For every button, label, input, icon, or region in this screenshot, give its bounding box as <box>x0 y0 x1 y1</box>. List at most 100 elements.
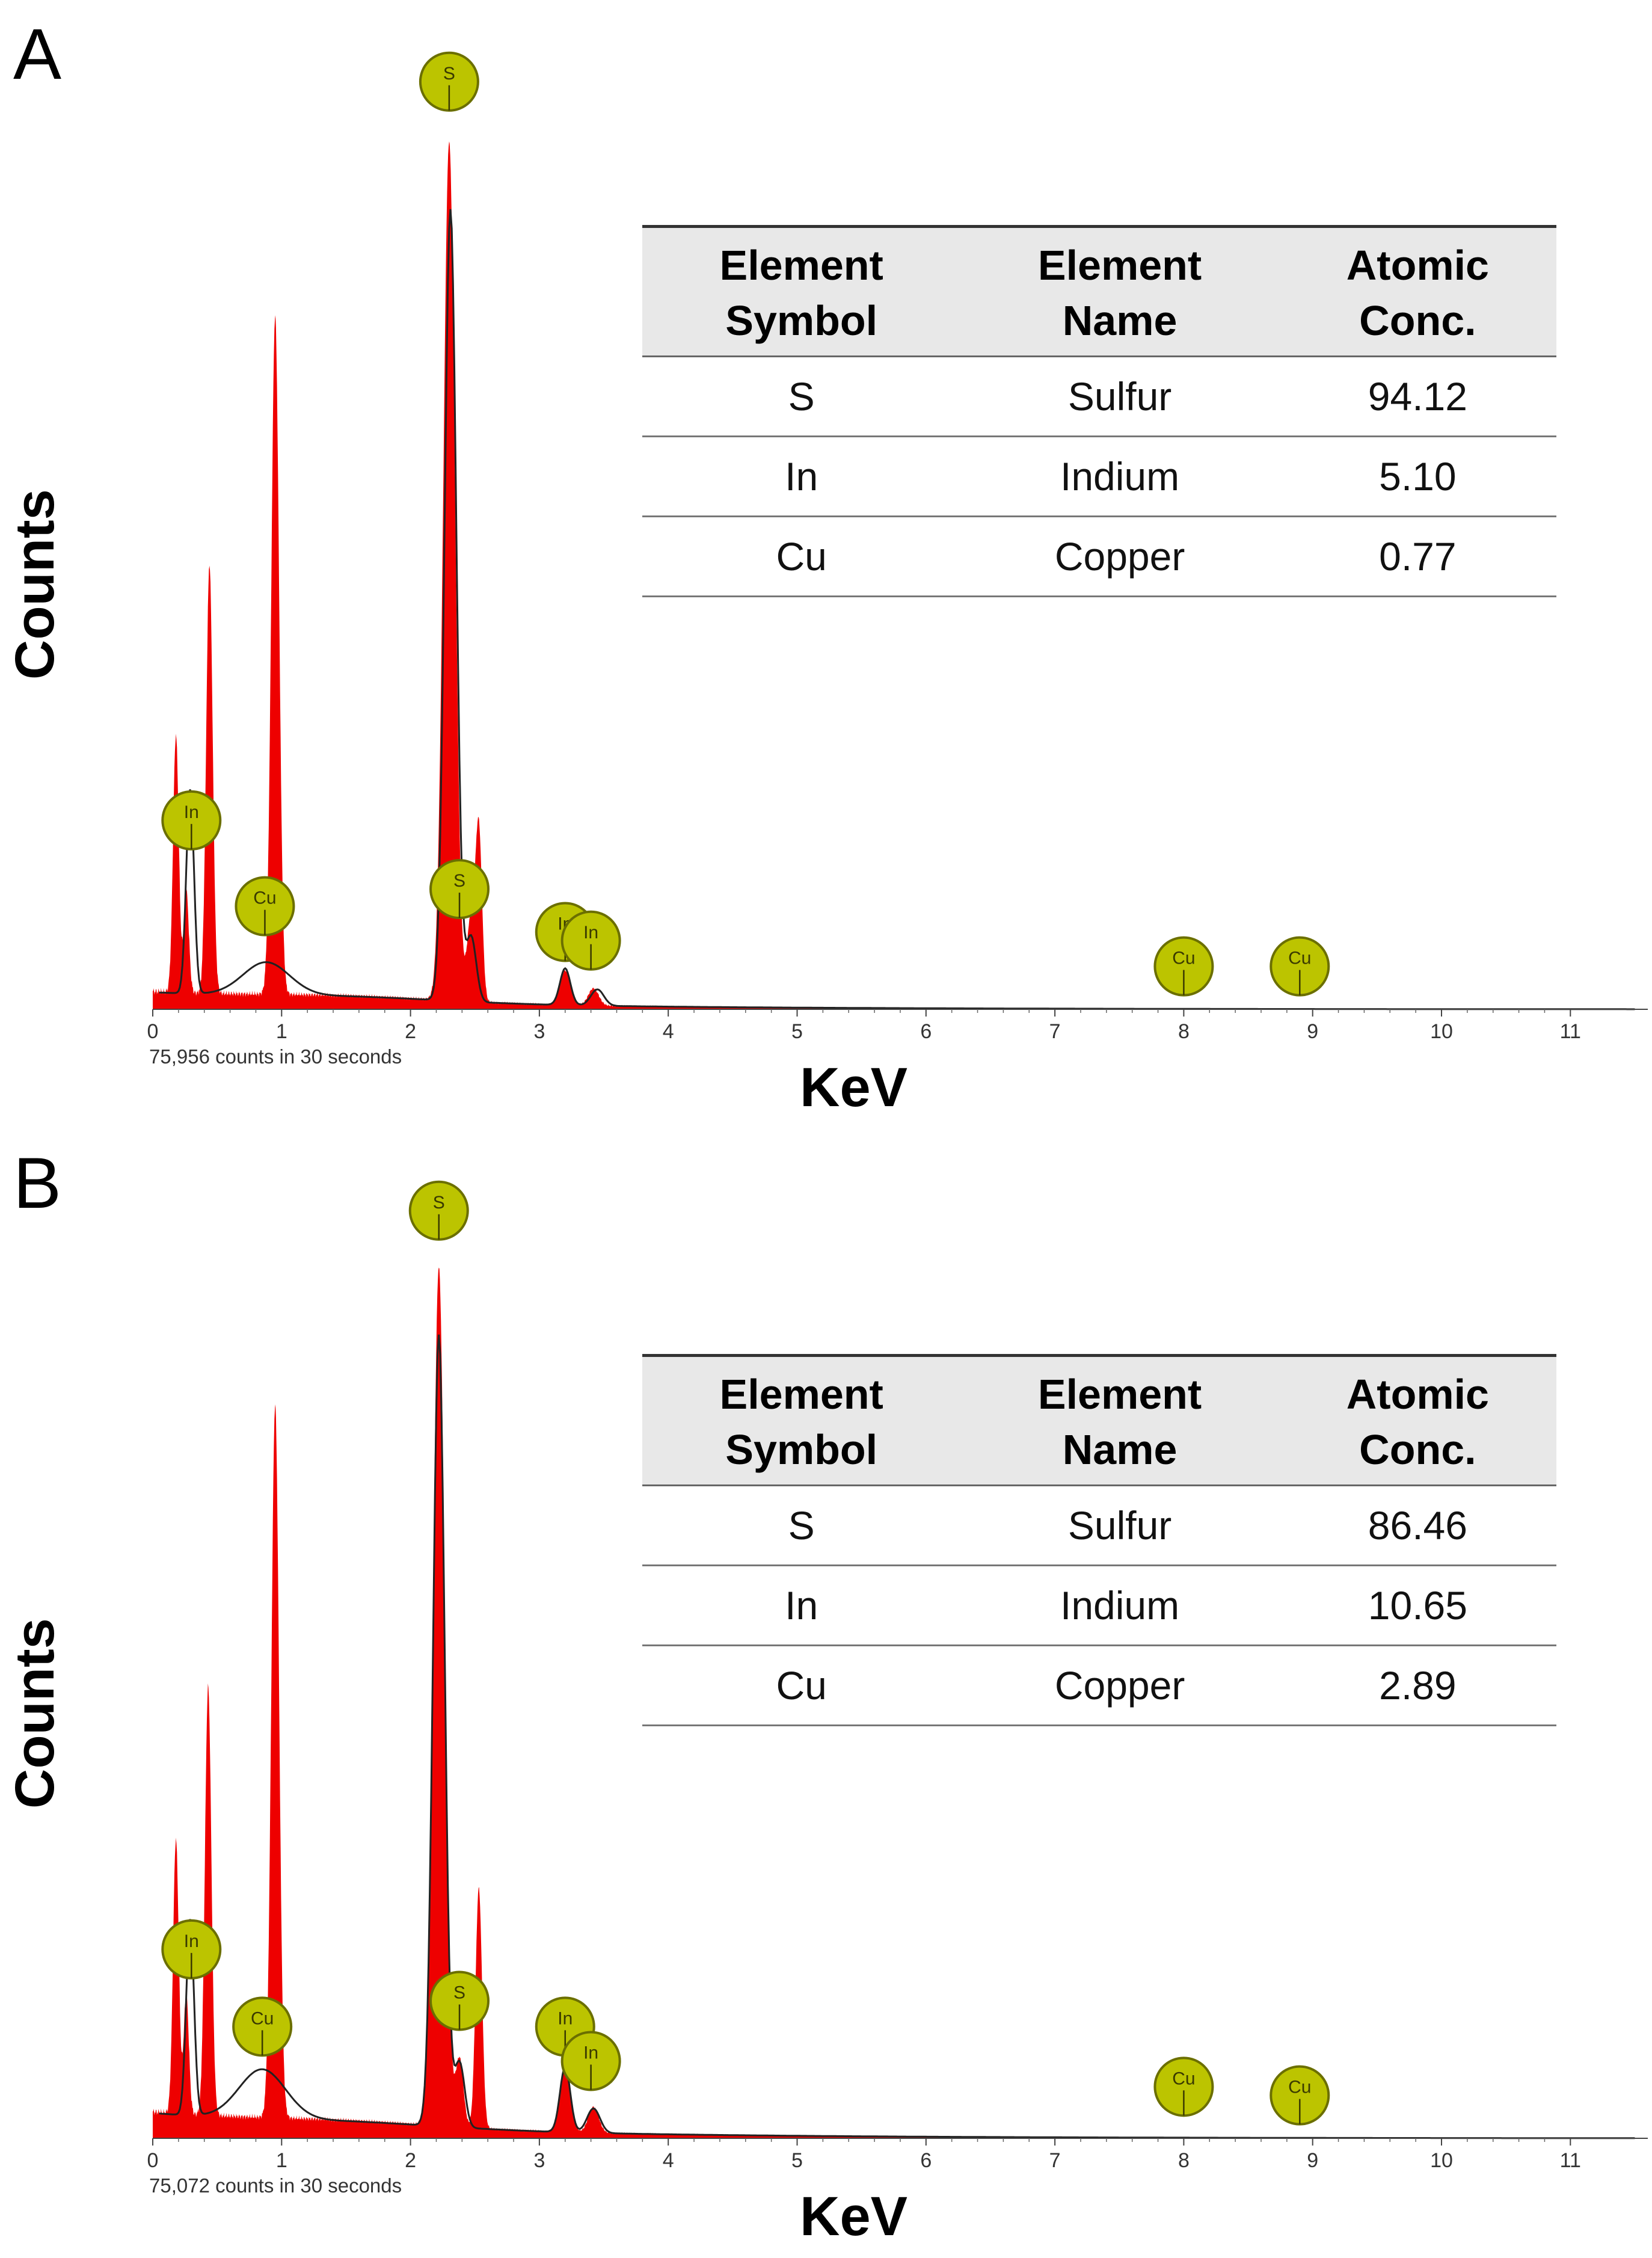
header-atomic-conc: Atomic Conc. <box>1279 225 1556 357</box>
concentration-table: Element Symbol Element Name Atomic Conc. S … <box>642 1354 1556 1726</box>
cell-conc: 10.65 <box>1279 1565 1556 1646</box>
panel-letter: B <box>13 1143 62 1223</box>
x-tick-label: 7 <box>1049 1020 1061 1043</box>
cell-symbol: Cu <box>642 1645 961 1726</box>
cell-conc: 86.46 <box>1279 1485 1556 1566</box>
element-marker: Cu <box>1153 2057 1214 2117</box>
cell-symbol: S <box>642 356 961 437</box>
x-tick-label: 8 <box>1178 1020 1190 1043</box>
x-tick-label: 10 <box>1430 2149 1453 2172</box>
element-marker-label: Cu <box>1288 2078 1311 2097</box>
table-row: Cu Copper 0.77 <box>642 516 1556 597</box>
x-tick-label: 2 <box>405 2149 416 2172</box>
element-marker: In <box>560 2031 621 2091</box>
header-element-symbol: Element Symbol <box>642 1354 961 1486</box>
table-header-row: Element Symbol Element Name Atomic Conc. <box>642 225 1556 357</box>
element-marker: In <box>161 1919 222 1980</box>
cell-name: Copper <box>960 516 1279 597</box>
element-marker-label: Cu <box>253 888 276 908</box>
element-marker: Cu <box>232 1996 293 2057</box>
element-marker-label: In <box>583 2043 598 2063</box>
x-tick-label: 4 <box>663 1020 674 1043</box>
table-row: S Sulfur 94.12 <box>642 356 1556 437</box>
cell-name: Indium <box>960 436 1279 517</box>
x-tick-label: 9 <box>1307 2149 1318 2172</box>
cell-conc: 2.89 <box>1279 1645 1556 1726</box>
x-tick-label: 5 <box>791 1020 803 1043</box>
element-marker: In <box>560 910 621 971</box>
element-marker: Cu <box>1270 936 1330 997</box>
x-tick-label: 6 <box>920 2149 932 2172</box>
element-marker: Cu <box>1270 2065 1330 2126</box>
cell-name: Sulfur <box>960 1485 1279 1566</box>
element-marker: S <box>408 1180 469 1241</box>
x-tick-label: 10 <box>1430 1020 1453 1043</box>
cell-symbol: In <box>642 1565 961 1646</box>
element-marker-label: In <box>184 802 199 822</box>
table-row: In Indium 10.65 <box>642 1565 1556 1646</box>
spectrum-fill <box>153 141 1635 1010</box>
element-marker: S <box>419 51 479 112</box>
element-marker-label: Cu <box>251 2008 274 2028</box>
header-element-symbol: Element Symbol <box>642 225 961 357</box>
table-row: In Indium 5.10 <box>642 436 1556 517</box>
x-tick-label: 8 <box>1178 2149 1190 2172</box>
element-marker-label: In <box>583 923 598 943</box>
element-marker-circle <box>1270 2065 1330 2126</box>
element-marker-label: In <box>557 2008 573 2028</box>
element-marker-label: S <box>443 64 455 84</box>
x-tick-label: 0 <box>147 1020 159 1043</box>
panel-a: A Counts 0 1 2 3 4 5 6 7 8 9 10 11 S In Cu S In In Cu Cu 75… <box>4 14 1648 1118</box>
element-marker: Cu <box>1153 936 1214 997</box>
x-axis-label: KeV <box>800 1057 907 1118</box>
cell-name: Indium <box>960 1565 1279 1646</box>
x-tick-label: 3 <box>533 2149 545 2172</box>
x-tick-label: 1 <box>276 1020 287 1043</box>
x-tick-label: 9 <box>1307 1020 1318 1043</box>
x-tick-label: 6 <box>920 1020 932 1043</box>
cell-conc: 94.12 <box>1279 356 1556 437</box>
counts-note: 75,072 counts in 30 seconds <box>149 2174 402 2197</box>
element-marker-label: S <box>453 871 465 891</box>
table-row: Cu Copper 2.89 <box>642 1645 1556 1726</box>
x-tick-label: 11 <box>1560 1020 1581 1043</box>
cell-conc: 5.10 <box>1279 436 1556 517</box>
cell-conc: 0.77 <box>1279 516 1556 597</box>
table-row: S Sulfur 86.46 <box>642 1485 1556 1566</box>
element-marker: S <box>429 859 490 920</box>
cell-name: Copper <box>960 1645 1279 1726</box>
x-tick-label: 7 <box>1049 2149 1061 2172</box>
element-marker-label: Cu <box>1172 949 1195 968</box>
counts-note: 75,956 counts in 30 seconds <box>149 1045 402 1068</box>
x-tick-label: 1 <box>276 2149 287 2172</box>
x-tick-label: 11 <box>1560 2149 1581 2172</box>
x-tick-label: 4 <box>663 2149 674 2172</box>
cell-symbol: Cu <box>642 516 961 597</box>
header-element-name: Element Name <box>960 225 1279 357</box>
x-axis-label: KeV <box>800 2186 907 2247</box>
concentration-table: Element Symbol Element Name Atomic Conc. S … <box>642 225 1556 597</box>
cell-name: Sulfur <box>960 356 1279 437</box>
x-tick-label: 0 <box>147 2149 159 2172</box>
x-tick-label: 3 <box>533 1020 545 1043</box>
header-atomic-conc: Atomic Conc. <box>1279 1354 1556 1486</box>
element-marker-circle <box>408 1180 469 1241</box>
header-element-name: Element Name <box>960 1354 1279 1486</box>
element-marker: S <box>429 1970 490 2031</box>
x-tick-label: 5 <box>791 2149 803 2172</box>
element-marker-label: S <box>453 1983 465 2003</box>
panel-letter: A <box>13 14 62 94</box>
element-marker-label: Cu <box>1172 2069 1195 2088</box>
element-marker: Cu <box>235 876 295 937</box>
element-marker: In <box>161 790 222 851</box>
x-tick-label: 2 <box>405 1020 416 1043</box>
cell-symbol: In <box>642 436 961 517</box>
element-marker-label: S <box>433 1193 445 1213</box>
cell-symbol: S <box>642 1485 961 1566</box>
element-marker-label: Cu <box>1288 949 1311 968</box>
panel-b: B Counts 0 1 2 3 4 5 6 7 8 9 10 11 S In Cu S In In Cu Cu 75… <box>0 1129 1652 2258</box>
element-marker-label: In <box>184 1931 199 1951</box>
table-header-row: Element Symbol Element Name Atomic Conc. <box>642 1354 1556 1486</box>
